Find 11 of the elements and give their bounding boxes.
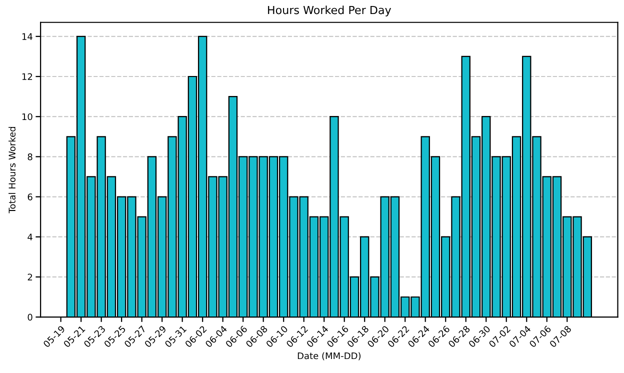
y-axis-title: Total Hours Worked xyxy=(8,126,16,214)
y-tick-label: 6 xyxy=(28,194,32,200)
y-tick-label: 2 xyxy=(28,274,32,280)
chart-title: Hours Worked Per Day xyxy=(268,6,392,16)
y-tick-label: 4 xyxy=(28,234,32,240)
x-axis-title: Date (MM-DD) xyxy=(298,352,360,360)
y-tick-label: 14 xyxy=(22,33,32,40)
y-tick-label: 0 xyxy=(28,314,32,321)
y-tick-label: 12 xyxy=(22,73,32,80)
y-tick-label: 10 xyxy=(22,113,32,120)
y-tick-label: 8 xyxy=(28,153,32,160)
